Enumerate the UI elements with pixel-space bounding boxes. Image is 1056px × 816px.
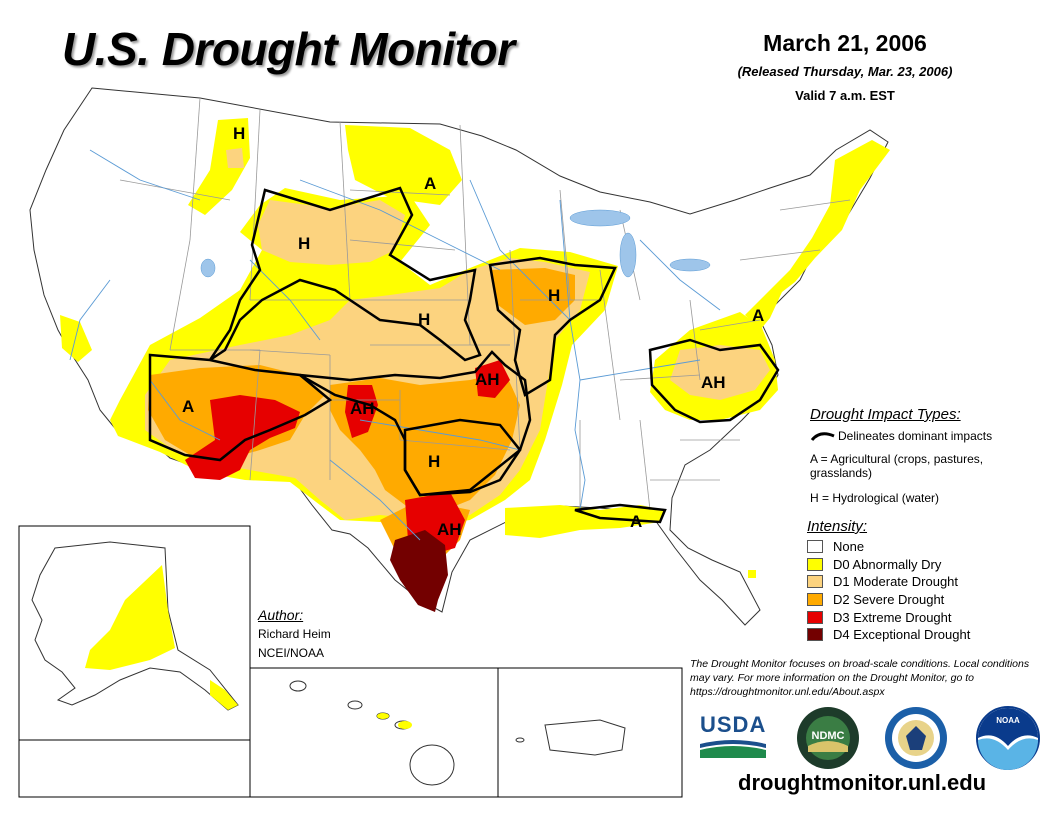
alaska-se-d0 <box>210 680 238 710</box>
alaska-d0 <box>85 565 175 670</box>
commerce-seal <box>884 706 948 770</box>
intensity-label: D1 Moderate Drought <box>833 574 959 590</box>
lakes <box>200 209 711 278</box>
intensity-label: None <box>833 539 865 555</box>
impact-label: H <box>298 234 311 253</box>
d0-gulf-coast <box>505 505 665 538</box>
commerce-seal-icon <box>885 707 947 769</box>
impact-label: A <box>424 174 437 193</box>
intensity-row-none: None <box>807 538 1037 556</box>
legend-delineation-symbol <box>810 432 835 442</box>
intensity-swatch <box>807 540 823 554</box>
intensity-swatch <box>807 557 823 571</box>
intensity-label: D3 Extreme Drought <box>833 609 952 625</box>
impact-boundaries <box>148 186 780 524</box>
hawaii-inset-frame <box>249 667 499 798</box>
legend-agricultural: A = Agricultural (crops, pastures, grass… <box>810 452 984 480</box>
impact-label: AH <box>437 520 462 539</box>
puerto-rico-outline <box>544 719 626 756</box>
ndmc-logo-text: NDMC <box>811 730 845 742</box>
intensity-swatch <box>807 610 823 624</box>
intensity-row-d0: D0 Abnormally Dry <box>807 556 1037 574</box>
impact-label: AH <box>475 370 500 389</box>
intensity-swatch <box>807 628 823 642</box>
impact-label: H <box>233 124 246 143</box>
d0-montana-east <box>345 125 462 205</box>
author-org: NCEI/NOAA <box>258 646 325 660</box>
d3-oklahoma <box>345 385 378 438</box>
usda-hills-icon <box>700 740 766 758</box>
legend-hydrological: H = Hydrological (water) <box>810 491 940 505</box>
author-name: Richard Heim <box>258 627 331 641</box>
intensity-label: D0 Abnormally Dry <box>833 556 942 572</box>
intensity-label: D2 Severe Drought <box>833 592 945 608</box>
impact-label: AH <box>350 399 375 418</box>
intensity-row-d3: D3 Extreme Drought <box>807 608 1037 626</box>
d0-california <box>60 315 92 362</box>
impact-types-legend: Drought Impact Types: <box>810 406 961 423</box>
d0-idaho <box>188 118 250 215</box>
d0-northeast <box>745 140 890 330</box>
noaa-logo: NOAA <box>976 706 1040 770</box>
puerto-rico-islet <box>515 737 525 743</box>
impact-label: H <box>428 452 441 471</box>
intensity-swatch <box>807 593 823 607</box>
d1-wyoming <box>258 200 405 265</box>
ndmc-logo: NDMC <box>796 706 860 770</box>
intensity-row-d2: D2 Severe Drought <box>807 591 1037 609</box>
intensity-legend: Intensity: None D0 Abnormally Dry D1 Mod… <box>807 518 1037 644</box>
map-title: U.S. Drought Monitor <box>62 23 515 75</box>
impact-label: AH <box>701 373 726 392</box>
impact-label: H <box>548 286 561 305</box>
intensity-row-d4: D4 Exceptional Drought <box>807 626 1037 644</box>
legend-delineates: Delineates dominant impacts <box>838 429 993 443</box>
valid-time: Valid 7 a.m. EST <box>795 88 895 103</box>
intensity-label: D4 Exceptional Drought <box>833 627 971 643</box>
usda-logo-text: USDA <box>700 712 767 737</box>
map-date: March 21, 2006 <box>763 30 927 56</box>
d0-florida-dot <box>748 570 756 578</box>
d3-kansas <box>475 360 510 398</box>
usda-logo: USDA <box>700 712 766 762</box>
d1-virginia <box>670 345 770 400</box>
author-block: Author: Richard Heim NCEI/NOAA <box>258 606 331 663</box>
d1-montana-dot <box>226 148 244 168</box>
impact-label: A <box>182 397 195 416</box>
noaa-gull-icon <box>976 706 1040 770</box>
disclaimer: The Drought Monitor focuses on broad-sca… <box>690 658 1030 698</box>
intensity-row-d1: D1 Moderate Drought <box>807 573 1037 591</box>
website-url[interactable]: droughtmonitor.unl.edu <box>738 770 987 795</box>
impact-label: H <box>418 310 431 329</box>
d4-south-texas <box>390 530 448 612</box>
intensity-heading: Intensity: <box>807 518 868 535</box>
impact-label: A <box>630 512 643 531</box>
hawaii-d0 <box>377 713 412 729</box>
ndmc-seal-icon <box>797 707 859 769</box>
author-heading: Author: <box>258 607 304 623</box>
rivers <box>69 149 721 541</box>
impact-label: A <box>752 306 765 325</box>
impact-types-heading: Drought Impact Types: <box>810 406 961 423</box>
release-date: (Released Thursday, Mar. 23, 2006) <box>737 64 953 79</box>
noaa-logo-text: NOAA <box>996 716 1020 725</box>
intensity-swatch <box>807 575 823 589</box>
